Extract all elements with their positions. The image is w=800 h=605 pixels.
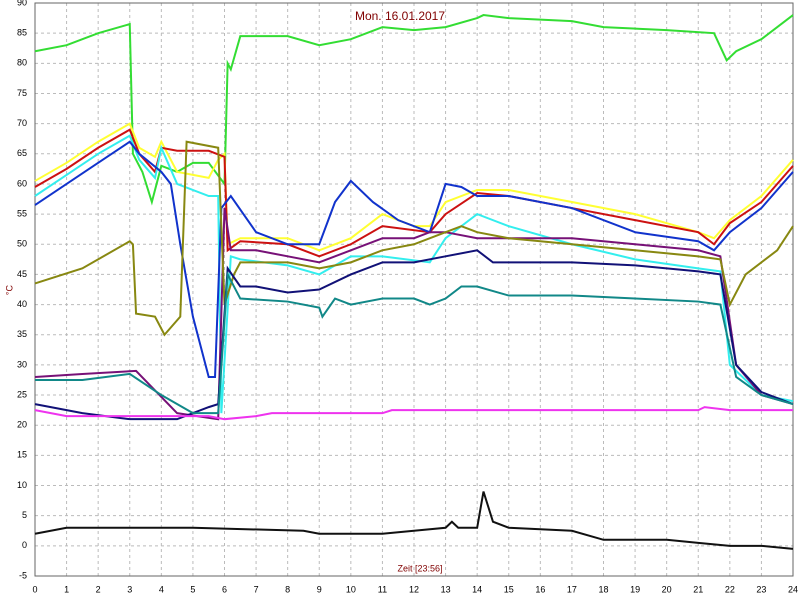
y-tick-label: 15 — [17, 450, 27, 460]
series-line — [34, 249, 794, 421]
x-tick-label: 1 — [64, 584, 69, 594]
y-tick-label: 40 — [17, 299, 27, 309]
x-tick-label: 5 — [190, 584, 195, 594]
x-tick-label: 18 — [598, 584, 608, 594]
y-tick-label: 55 — [17, 208, 27, 218]
y-tick-label: 5 — [22, 510, 27, 520]
series-line — [34, 207, 794, 421]
x-tick-label: 7 — [254, 584, 259, 594]
x-tick-label: 23 — [756, 584, 766, 594]
y-tick-label: 20 — [17, 420, 27, 430]
x-tick-label: 22 — [725, 584, 735, 594]
y-tick-label: 50 — [17, 239, 27, 249]
series-line — [34, 140, 794, 378]
y-tick-label: 30 — [17, 359, 27, 369]
x-tick-label: 10 — [346, 584, 356, 594]
x-tick-label: 12 — [409, 584, 419, 594]
series-line — [34, 134, 794, 414]
x-tick-label: 9 — [317, 584, 322, 594]
y-tick-label: 70 — [17, 118, 27, 128]
series-line — [35, 270, 794, 415]
x-tick-label: 20 — [662, 584, 672, 594]
x-tick-label: 14 — [472, 584, 482, 594]
y-tick-label: 0 — [22, 540, 27, 550]
series-line — [34, 122, 794, 252]
series-line — [34, 491, 794, 550]
x-tick-label: 15 — [504, 584, 514, 594]
chart-title: Mon. 16.01.2017 — [355, 9, 445, 23]
x-tick-label: 21 — [693, 584, 703, 594]
y-tick-label: 85 — [17, 28, 27, 38]
x-axis-label: Zeit [23:56] — [397, 563, 442, 573]
y-axis-label: °C — [4, 284, 14, 295]
series-line — [34, 406, 793, 421]
x-tick-label: 3 — [127, 584, 132, 594]
x-tick-label: 24 — [788, 584, 798, 594]
y-tick-label: 25 — [17, 389, 27, 399]
y-tick-label: 75 — [17, 88, 27, 98]
x-tick-label: 11 — [378, 584, 387, 594]
y-tick-label: 80 — [17, 58, 27, 68]
y-tick-label: 35 — [17, 329, 27, 339]
y-tick-label: 90 — [17, 0, 27, 7]
x-tick-label: 4 — [159, 584, 164, 594]
y-tick-label: 10 — [17, 480, 27, 490]
y-tick-label: 45 — [17, 269, 27, 279]
x-tick-label: 19 — [630, 584, 640, 594]
x-tick-label: 6 — [222, 584, 227, 594]
y-tick-label: -5 — [19, 570, 27, 580]
series-line — [34, 140, 794, 337]
x-tick-label: 17 — [567, 584, 577, 594]
x-tick-label: 0 — [32, 584, 37, 594]
series-line — [34, 128, 794, 258]
series-line — [34, 14, 794, 206]
y-tick-label: 65 — [17, 148, 27, 158]
x-tick-label: 8 — [285, 584, 290, 594]
x-tick-label: 16 — [535, 584, 545, 594]
y-tick-label: 60 — [17, 178, 27, 188]
x-tick-label: 13 — [441, 584, 451, 594]
plot-frame — [34, 2, 794, 577]
x-tick-label: 2 — [96, 584, 101, 594]
